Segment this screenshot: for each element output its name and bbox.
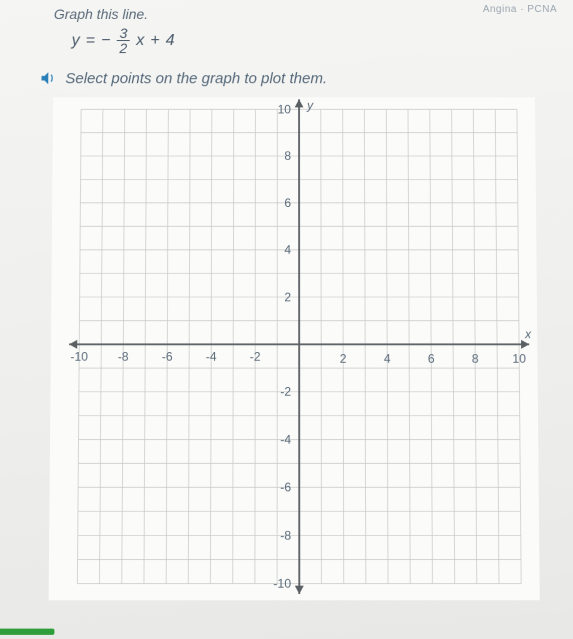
eq-var: x: [136, 32, 144, 50]
svg-text:-2: -2: [280, 385, 291, 399]
svg-text:-10: -10: [70, 349, 88, 363]
worksheet-page: Angina · PCNA Graph this line. y = − 3 2…: [0, 0, 573, 639]
instruction-row: Select points on the graph to plot them.: [39, 69, 556, 87]
svg-text:x: x: [524, 327, 532, 341]
eq-denominator: 2: [116, 41, 130, 55]
svg-text:-8: -8: [280, 528, 291, 543]
svg-text:-10: -10: [273, 576, 291, 591]
svg-text:4: 4: [284, 243, 291, 257]
eq-numerator: 3: [116, 26, 130, 41]
eq-plus: +: [150, 32, 159, 50]
svg-text:-2: -2: [250, 349, 261, 363]
eq-neg: −: [101, 32, 110, 50]
svg-text:4: 4: [384, 352, 391, 366]
svg-text:-6: -6: [280, 480, 291, 495]
svg-text:2: 2: [284, 290, 291, 304]
svg-text:-4: -4: [206, 349, 217, 363]
svg-text:8: 8: [284, 149, 291, 163]
coordinate-grid[interactable]: -10 -8 -6 -4 -2 2 4 6 8 10 10 8 6 4 2 -2 -4 -6 -8 -10 x y: [49, 97, 540, 600]
svg-text:6: 6: [428, 352, 435, 366]
prompt-title: Graph this line.: [54, 6, 555, 22]
eq-const: 4: [166, 32, 175, 50]
svg-text:2: 2: [340, 352, 347, 366]
svg-text:10: 10: [278, 102, 292, 116]
progress-bar: [0, 629, 54, 635]
svg-text:-6: -6: [162, 349, 173, 363]
corner-meta: Angina · PCNA: [483, 4, 557, 15]
svg-text:-8: -8: [118, 349, 129, 363]
speaker-icon[interactable]: [39, 69, 57, 87]
grid-svg[interactable]: -10 -8 -6 -4 -2 2 4 6 8 10 10 8 6 4 2 -2 -4 -6 -8 -10 x y: [49, 97, 540, 600]
svg-text:8: 8: [472, 352, 479, 366]
svg-text:10: 10: [512, 352, 526, 366]
svg-text:6: 6: [284, 196, 291, 210]
equation-display: y = − 3 2 x + 4: [72, 26, 556, 55]
instruction-text: Select points on the graph to plot them.: [65, 70, 327, 87]
svg-text:y: y: [306, 98, 314, 112]
eq-equals: =: [86, 32, 95, 50]
eq-fraction: 3 2: [116, 26, 130, 55]
svg-text:-4: -4: [280, 432, 291, 446]
eq-lhs: y: [72, 32, 80, 50]
